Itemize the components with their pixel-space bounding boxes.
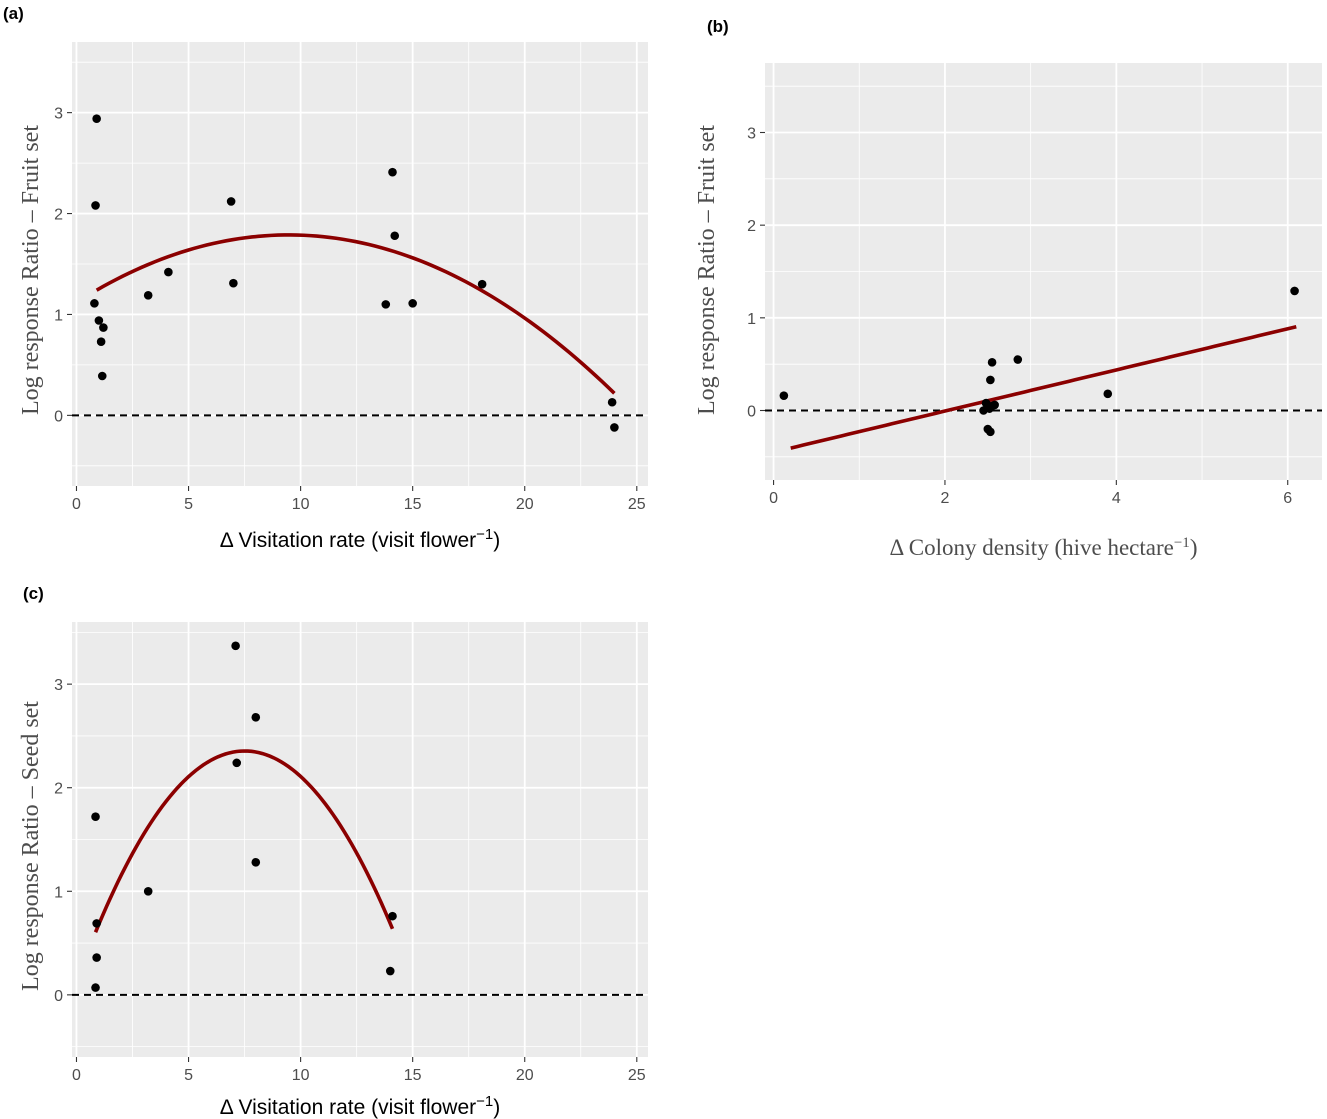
data-point: [986, 375, 995, 385]
data-point: [390, 231, 400, 241]
x-tick-label: 2: [941, 490, 950, 507]
data-point: [229, 278, 238, 288]
x-tick-label: 10: [292, 1067, 310, 1084]
data-point: [251, 712, 261, 722]
data-point: [92, 114, 101, 123]
y-tick-label: 2: [747, 218, 756, 235]
data-point: [1013, 355, 1023, 364]
y-tick-label: 2: [54, 781, 63, 798]
x-axis-title: Δ Visitation rate (visit flower−1): [220, 526, 501, 553]
data-point: [92, 919, 101, 928]
fitted-curve: [790, 324, 1297, 450]
panel-label-a: (a): [3, 4, 24, 23]
data-point: [226, 197, 236, 206]
x-axis-title: Δ Colony density (hive hectare−1): [890, 535, 1198, 560]
panel-label-b: (b): [707, 17, 729, 36]
data-point: [388, 167, 397, 177]
data-point: [91, 812, 100, 822]
x-tick-label: 4: [1112, 490, 1121, 507]
data-point: [94, 316, 104, 325]
data-point: [164, 267, 173, 277]
data-point: [1290, 286, 1299, 296]
data-point: [143, 290, 153, 300]
x-tick-label: 5: [184, 1067, 193, 1084]
y-tick-label: 1: [54, 307, 63, 324]
y-tick-label: 0: [54, 408, 63, 425]
data-point: [91, 201, 100, 210]
x-tick-label: 20: [516, 496, 534, 513]
data-point: [610, 423, 619, 432]
chart-panel-3: 0 5 10 15 20 25 0 1 2 3 Δ Visitation rate (visit f…: [18, 622, 648, 1119]
data-point: [97, 371, 107, 381]
y-tick-label: 3: [747, 126, 756, 143]
data-point: [987, 358, 997, 367]
data-point: [477, 279, 487, 289]
data-point: [388, 911, 397, 921]
data-point: [91, 983, 100, 992]
data-point: [232, 758, 242, 768]
x-tick-label: 15: [404, 496, 422, 513]
y-axis-title: Log response Ratio – Fruit set: [18, 125, 44, 415]
y-tick-label: 1: [54, 884, 63, 901]
y-tick-label: 0: [747, 404, 756, 421]
y-axis-title: Log response Ratio – Seed set: [18, 701, 44, 991]
y-tick-label: 1: [747, 311, 756, 328]
data-point: [231, 641, 240, 651]
y-tick-label: 0: [54, 988, 63, 1005]
y-tick-label: 3: [54, 677, 63, 694]
data-point: [385, 966, 395, 976]
data-point: [381, 300, 391, 309]
data-point: [143, 886, 153, 896]
x-tick-label: 0: [72, 496, 81, 513]
x-axis-title: Δ Visitation rate (visit flower−1): [220, 1093, 501, 1119]
data-point: [99, 323, 108, 332]
data-point: [779, 391, 789, 400]
panel-label-c: (c): [23, 584, 44, 603]
data-point: [607, 397, 617, 407]
x-tick-label: 0: [72, 1067, 81, 1084]
fitted-curve: [93, 749, 395, 933]
x-tick-label: 25: [628, 1067, 646, 1084]
x-tick-label: 0: [769, 490, 778, 507]
x-tick-label: 6: [1283, 490, 1292, 507]
x-tick-label: 5: [184, 496, 193, 513]
data-point: [90, 299, 99, 308]
data-point: [96, 337, 106, 347]
y-axis-title: Log response Ratio – Fruit set: [694, 125, 720, 415]
data-point: [251, 857, 261, 867]
y-tick-label: 2: [54, 207, 63, 224]
chart-panel-1: 0 5 10 15 20 25 0 1 2 3 Δ Visitation rate (visit f…: [18, 42, 648, 552]
chart-panel-2: 0 2 4 6 0 1 2 3 Δ Colony density (hive hectare−1…: [694, 63, 1322, 560]
data-point: [408, 299, 417, 308]
x-tick-label: 25: [628, 496, 646, 513]
fitted-curve: [95, 233, 616, 395]
x-tick-label: 20: [516, 1067, 534, 1084]
y-tick-label: 3: [54, 106, 63, 123]
data-point: [92, 953, 101, 962]
data-point: [1103, 389, 1113, 399]
data-point: [986, 427, 995, 437]
x-tick-label: 10: [292, 496, 310, 513]
data-point: [990, 400, 999, 410]
x-tick-label: 15: [404, 1067, 422, 1084]
